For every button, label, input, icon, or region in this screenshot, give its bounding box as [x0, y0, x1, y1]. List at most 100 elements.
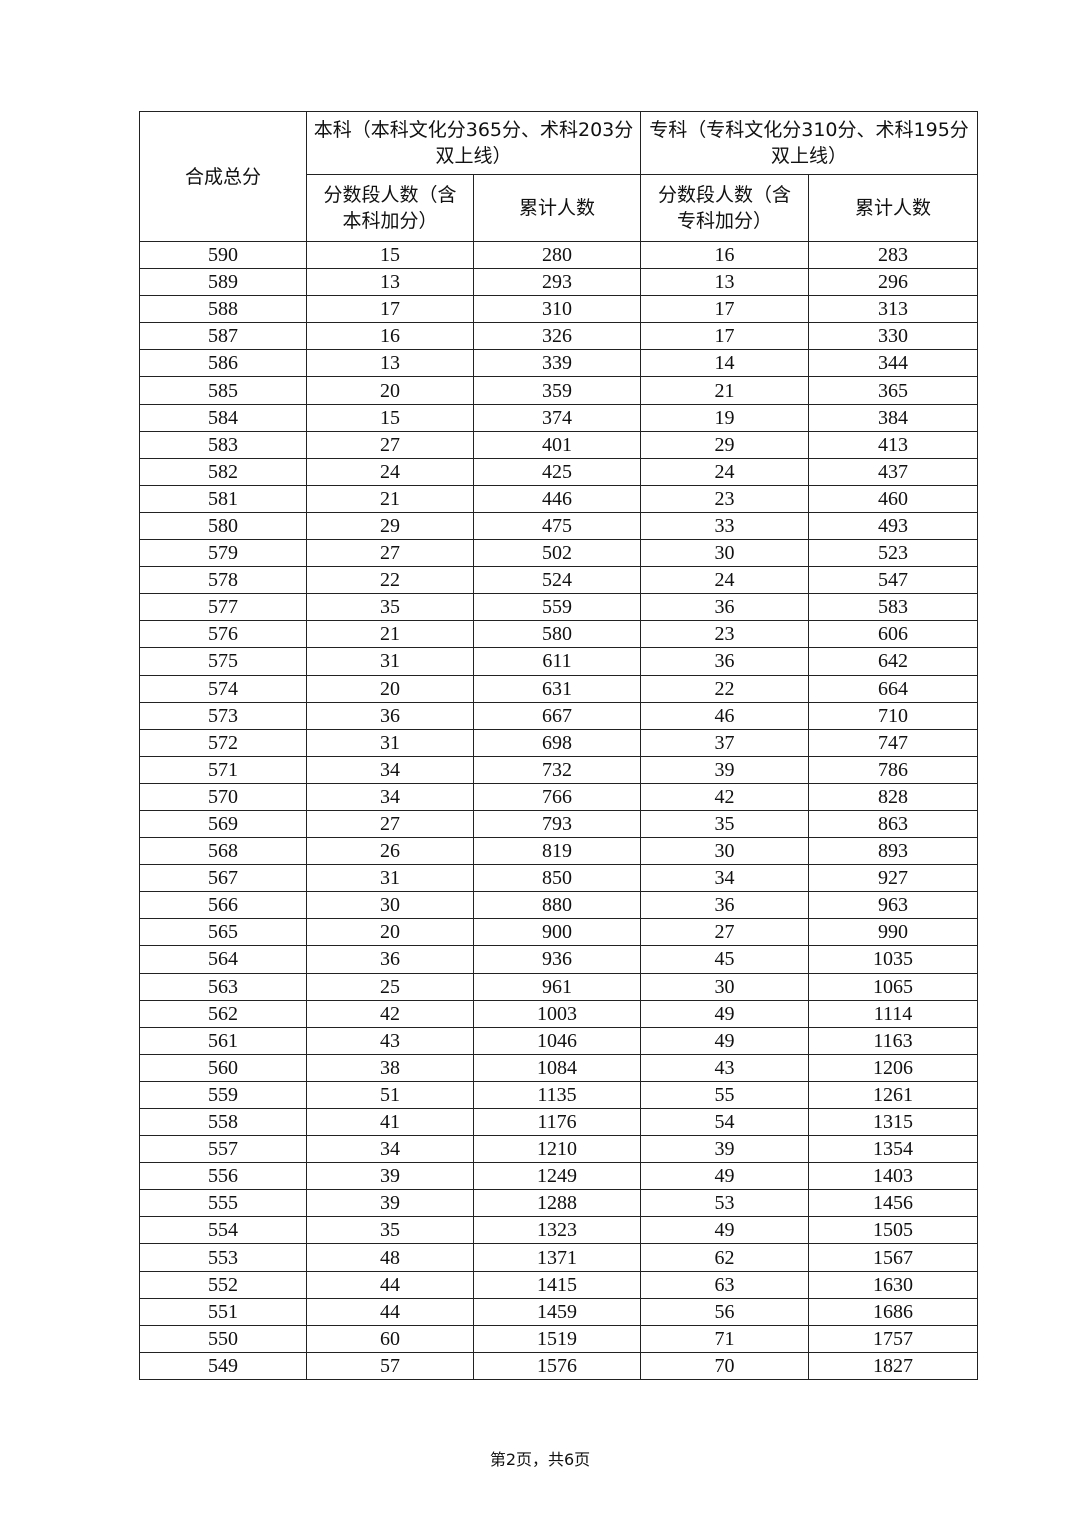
junior-cumulative-cell: 1567 — [808, 1243, 979, 1272]
undergrad-cumulative-cell: 1371 — [472, 1243, 642, 1272]
header-junior-cumulative: 累计人数 — [808, 174, 979, 242]
junior-cumulative-cell: 1505 — [808, 1216, 979, 1245]
total-score-cell: 577 — [139, 593, 307, 622]
junior-segment-cell: 49 — [640, 1026, 810, 1055]
junior-cumulative-cell: 828 — [808, 782, 979, 811]
header-undergrad-segment: 分数段人数（含本科加分） — [306, 174, 474, 242]
undergrad-cumulative-cell: 1323 — [472, 1216, 642, 1245]
undergrad-cumulative-cell: 446 — [472, 484, 642, 513]
junior-segment-cell: 23 — [640, 484, 810, 513]
table-row: 557 34 1210 39 1354 — [139, 1135, 979, 1164]
junior-cumulative-cell: 1261 — [808, 1080, 979, 1110]
total-score-cell: 576 — [139, 620, 307, 649]
junior-segment-cell: 14 — [640, 349, 810, 378]
undergrad-segment-cell: 17 — [306, 295, 474, 324]
junior-cumulative-cell: 330 — [808, 322, 979, 351]
total-score-cell: 549 — [139, 1351, 307, 1380]
junior-cumulative-cell: 523 — [808, 539, 979, 568]
table-row: 553 48 1371 62 1567 — [139, 1243, 979, 1272]
junior-cumulative-cell: 283 — [808, 240, 979, 270]
undergrad-cumulative-cell: 1135 — [472, 1080, 642, 1110]
total-score-cell: 568 — [139, 837, 307, 866]
junior-segment-cell: 49 — [640, 999, 810, 1028]
table-row: 572 31 698 37 747 — [139, 728, 979, 757]
undergrad-cumulative-cell: 1459 — [472, 1297, 642, 1326]
table-row: 556 39 1249 49 1403 — [139, 1162, 979, 1191]
undergrad-cumulative-cell: 559 — [472, 593, 642, 622]
junior-segment-cell: 43 — [640, 1053, 810, 1082]
undergrad-cumulative-cell: 1288 — [472, 1189, 642, 1218]
junior-cumulative-cell: 1315 — [808, 1107, 979, 1137]
header-total-score: 合成总分 — [139, 111, 307, 242]
undergrad-segment-cell: 48 — [306, 1243, 474, 1272]
table-row: 589 13 293 13 296 — [139, 268, 979, 297]
junior-cumulative-cell: 547 — [808, 566, 979, 595]
table-row: 581 21 446 23 460 — [139, 484, 979, 513]
total-score-cell: 588 — [139, 295, 307, 324]
undergrad-cumulative-cell: 1519 — [472, 1324, 642, 1353]
table-row: 555 39 1288 53 1456 — [139, 1189, 979, 1218]
junior-cumulative-cell: 963 — [808, 891, 979, 920]
junior-segment-cell: 37 — [640, 728, 810, 757]
table-row: 590 15 280 16 283 — [139, 240, 979, 270]
junior-segment-cell: 27 — [640, 918, 810, 947]
undergrad-segment-cell: 29 — [306, 511, 474, 541]
junior-cumulative-cell: 893 — [808, 837, 979, 866]
undergrad-segment-cell: 13 — [306, 349, 474, 378]
junior-cumulative-cell: 1114 — [808, 999, 979, 1028]
undergrad-cumulative-cell: 401 — [472, 430, 642, 459]
undergrad-cumulative-cell: 502 — [472, 539, 642, 568]
junior-cumulative-cell: 344 — [808, 349, 979, 378]
undergrad-cumulative-cell: 580 — [472, 620, 642, 649]
table-row: 562 42 1003 49 1114 — [139, 999, 979, 1028]
undergrad-cumulative-cell: 1176 — [472, 1107, 642, 1137]
total-score-cell: 557 — [139, 1135, 307, 1164]
total-score-cell: 573 — [139, 701, 307, 730]
junior-segment-cell: 39 — [640, 1135, 810, 1164]
total-score-cell: 555 — [139, 1189, 307, 1218]
undergrad-segment-cell: 51 — [306, 1080, 474, 1110]
junior-cumulative-cell: 606 — [808, 620, 979, 649]
undergrad-segment-cell: 15 — [306, 403, 474, 432]
junior-segment-cell: 36 — [640, 891, 810, 920]
table-row: 570 34 766 42 828 — [139, 782, 979, 811]
junior-cumulative-cell: 1065 — [808, 972, 979, 1001]
undergrad-segment-cell: 20 — [306, 674, 474, 703]
table-row: 552 44 1415 63 1630 — [139, 1270, 979, 1299]
table-row: 588 17 310 17 313 — [139, 295, 979, 324]
table-row: 574 20 631 22 664 — [139, 674, 979, 703]
junior-cumulative-cell: 1456 — [808, 1189, 979, 1218]
junior-cumulative-cell: 1206 — [808, 1053, 979, 1082]
undergrad-segment-cell: 36 — [306, 945, 474, 974]
undergrad-cumulative-cell: 732 — [472, 755, 642, 784]
total-score-cell: 556 — [139, 1162, 307, 1191]
total-score-cell: 586 — [139, 349, 307, 378]
undergrad-cumulative-cell: 631 — [472, 674, 642, 703]
undergrad-cumulative-cell: 1003 — [472, 999, 642, 1028]
junior-segment-cell: 55 — [640, 1080, 810, 1110]
junior-segment-cell: 24 — [640, 566, 810, 595]
junior-cumulative-cell: 437 — [808, 457, 979, 486]
junior-segment-cell: 33 — [640, 511, 810, 541]
table-row: 582 24 425 24 437 — [139, 457, 979, 486]
junior-cumulative-cell: 493 — [808, 511, 979, 541]
junior-segment-cell: 30 — [640, 837, 810, 866]
undergrad-cumulative-cell: 936 — [472, 945, 642, 974]
table-row: 577 35 559 36 583 — [139, 593, 979, 622]
undergrad-segment-cell: 31 — [306, 864, 474, 893]
junior-cumulative-cell: 1163 — [808, 1026, 979, 1055]
junior-segment-cell: 53 — [640, 1189, 810, 1218]
junior-cumulative-cell: 1035 — [808, 945, 979, 974]
undergrad-segment-cell: 31 — [306, 728, 474, 757]
table-row: 571 34 732 39 786 — [139, 755, 979, 784]
undergrad-segment-cell: 25 — [306, 972, 474, 1001]
table-row: 586 13 339 14 344 — [139, 349, 979, 378]
undergrad-segment-cell: 44 — [306, 1270, 474, 1299]
header-junior-segment: 分数段人数（含专科加分） — [640, 174, 810, 242]
junior-cumulative-cell: 296 — [808, 268, 979, 297]
total-score-cell: 554 — [139, 1216, 307, 1245]
undergrad-cumulative-cell: 326 — [472, 322, 642, 351]
table-row: 550 60 1519 71 1757 — [139, 1324, 979, 1353]
junior-segment-cell: 17 — [640, 322, 810, 351]
undergrad-segment-cell: 30 — [306, 891, 474, 920]
